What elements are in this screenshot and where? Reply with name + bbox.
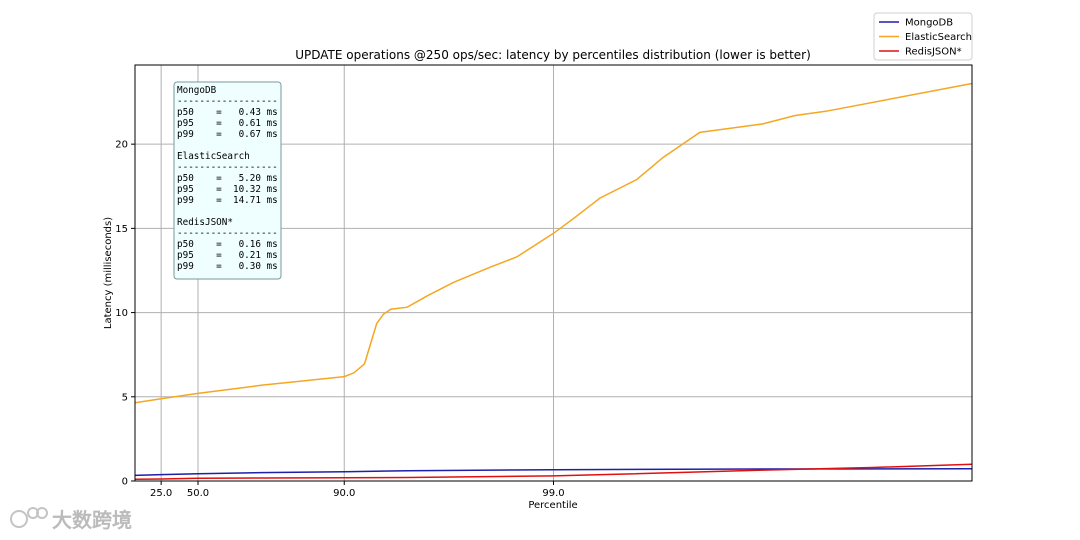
legend: MongoDB ElasticSearch RedisJSON* xyxy=(873,12,973,61)
stats-line: p95 = 10.32 ms xyxy=(177,184,278,195)
stats-line: RedisJSON* xyxy=(177,217,233,228)
watermark-logo-icon xyxy=(10,507,48,528)
stats-line: p50 = 5.20 ms xyxy=(177,173,278,184)
y-axis-label: Latency (milliseconds) xyxy=(103,217,114,329)
stats-line: ElasticSearch xyxy=(177,151,250,162)
stats-line: p99 = 0.67 ms xyxy=(177,129,278,140)
series-lines xyxy=(134,82,973,481)
stats-line: ------------------ xyxy=(177,96,278,107)
y-tick-label: 0 xyxy=(122,477,128,488)
stats-line: ------------------ xyxy=(177,228,278,239)
series-line-mongodb xyxy=(134,467,973,477)
series-line-elasticsearch xyxy=(134,82,973,404)
y-axis-ticks: 0 5 10 15 20 xyxy=(115,140,135,488)
stats-line: p95 = 0.61 ms xyxy=(177,118,278,129)
x-tick-label: 90.0 xyxy=(333,488,355,499)
y-tick-label: 20 xyxy=(115,140,128,151)
stats-box-frame xyxy=(173,81,282,280)
legend-frame xyxy=(873,12,973,61)
stats-line: p95 = 0.21 ms xyxy=(177,250,278,261)
series-line-redisjson xyxy=(134,463,973,481)
watermark-text: 大数跨境 xyxy=(52,508,132,532)
stats-line: p50 = 0.43 ms xyxy=(177,107,278,118)
stats-line: p50 = 0.16 ms xyxy=(177,239,278,250)
stats-line: p99 = 14.71 ms xyxy=(177,195,278,206)
chart-title: UPDATE operations @250 ops/sec: latency … xyxy=(295,48,811,62)
legend-label: ElasticSearch xyxy=(905,32,972,43)
stats-line: ------------------ xyxy=(177,162,278,173)
legend-label: MongoDB xyxy=(905,18,953,29)
y-tick-label: 5 xyxy=(122,392,128,403)
x-tick-label: 25.0 xyxy=(150,488,172,499)
watermark: 大数跨境 xyxy=(10,507,132,532)
y-tick-label: 10 xyxy=(115,308,128,319)
x-axis-ticks: 25.0 50.0 90.0 99.0 xyxy=(150,481,565,499)
y-tick-label: 15 xyxy=(115,224,128,235)
stats-line: MongoDB xyxy=(177,85,217,96)
legend-label: RedisJSON* xyxy=(905,47,962,58)
stats-box: MongoDB------------------p50 = 0.43 msp9… xyxy=(173,81,282,280)
x-axis-label: Percentile xyxy=(528,500,577,511)
stats-line: p99 = 0.30 ms xyxy=(177,261,278,272)
x-tick-label: 99.0 xyxy=(542,488,564,499)
x-tick-label: 50.0 xyxy=(187,488,209,499)
